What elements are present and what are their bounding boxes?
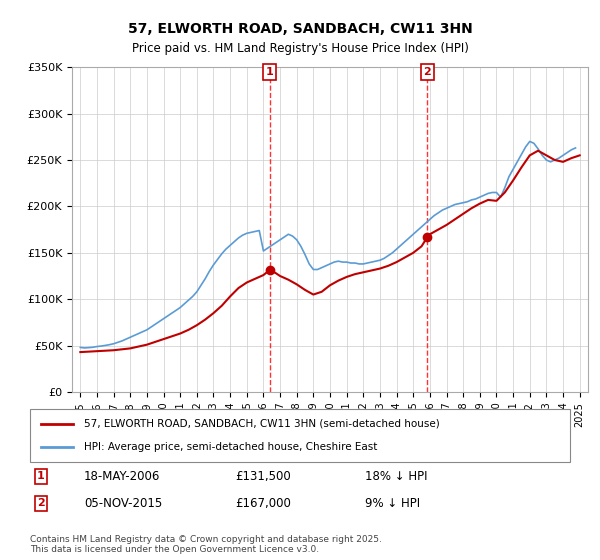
Text: 1: 1	[37, 472, 44, 482]
Text: 57, ELWORTH ROAD, SANDBACH, CW11 3HN (semi-detached house): 57, ELWORTH ROAD, SANDBACH, CW11 3HN (se…	[84, 419, 440, 429]
Text: 2: 2	[424, 67, 431, 77]
FancyBboxPatch shape	[30, 409, 570, 462]
Text: Contains HM Land Registry data © Crown copyright and database right 2025.
This d: Contains HM Land Registry data © Crown c…	[30, 535, 382, 554]
Text: 57, ELWORTH ROAD, SANDBACH, CW11 3HN: 57, ELWORTH ROAD, SANDBACH, CW11 3HN	[128, 22, 472, 36]
Text: 18% ↓ HPI: 18% ↓ HPI	[365, 470, 427, 483]
Text: £167,000: £167,000	[235, 497, 291, 510]
Text: 9% ↓ HPI: 9% ↓ HPI	[365, 497, 420, 510]
Text: 18-MAY-2006: 18-MAY-2006	[84, 470, 160, 483]
Text: 1: 1	[266, 67, 274, 77]
Text: 2: 2	[37, 498, 44, 508]
Text: HPI: Average price, semi-detached house, Cheshire East: HPI: Average price, semi-detached house,…	[84, 442, 377, 452]
Text: Price paid vs. HM Land Registry's House Price Index (HPI): Price paid vs. HM Land Registry's House …	[131, 42, 469, 55]
Text: 05-NOV-2015: 05-NOV-2015	[84, 497, 162, 510]
Text: £131,500: £131,500	[235, 470, 291, 483]
